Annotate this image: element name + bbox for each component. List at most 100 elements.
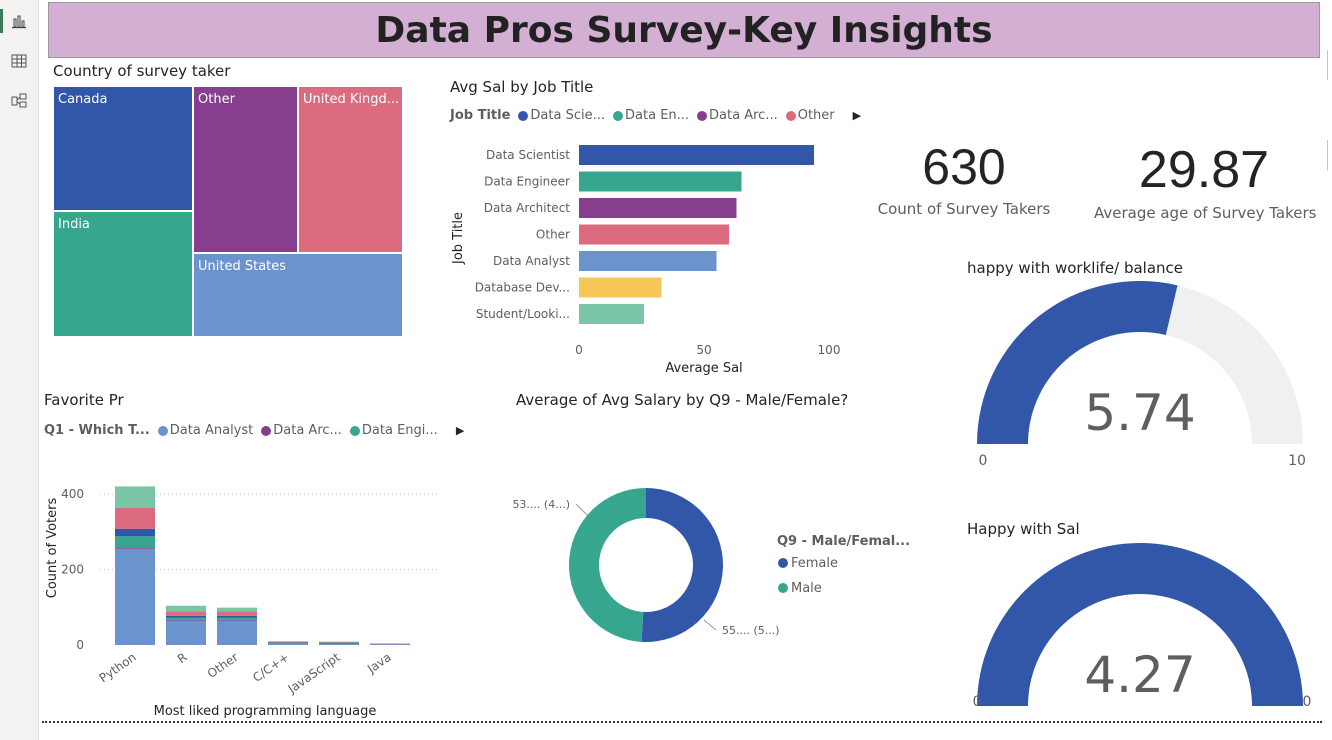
gender-salary-donut-chart[interactable]: 53.... (4...) 55.... (5...) Q9 - Male/Fema… (500, 470, 920, 670)
language-stacked-bar-chart[interactable]: 0 200 400 Python R Other C/C++JavaScript Java Mo… (40, 470, 450, 720)
slice-label: 53.... (4...) (512, 498, 570, 511)
bar-segment[interactable] (370, 643, 410, 645)
donut-chart-title: Average of Avg Salary by Q9 - Male/Femal… (516, 391, 849, 409)
legend-item[interactable]: Data Analyst (157, 423, 254, 438)
language-chart-title: Favorite Pr (44, 391, 124, 409)
bar-segment[interactable] (319, 643, 359, 644)
bar-segment[interactable] (115, 536, 155, 548)
language-chart-legend: Q1 - Which T... Data Analyst Data Arc...… (44, 423, 464, 438)
bar[interactable] (579, 224, 729, 245)
bar-segment[interactable] (268, 641, 308, 643)
legend-label: Female (791, 556, 838, 571)
bar-segment[interactable] (115, 528, 155, 537)
leader-line (575, 503, 589, 517)
bar-segment[interactable] (370, 643, 410, 645)
page-title: Data Pros Survey-Key Insights (48, 2, 1320, 58)
gauge-min-label: 0 (979, 453, 988, 468)
legend-item[interactable]: Data Scie... (518, 108, 605, 123)
category-label: Data Analyst (493, 254, 570, 268)
donut-slice[interactable] (568, 488, 646, 642)
x-axis-title: Most liked programming language (154, 704, 377, 719)
legend-dot (697, 110, 708, 121)
bar-segment[interactable] (319, 641, 359, 643)
job-title-bar-chart[interactable]: Data Scientist Data Engineer Data Architec… (440, 138, 870, 378)
donut-slice[interactable] (641, 488, 723, 642)
legend-label: Data Scie... (530, 108, 606, 123)
bar-segment[interactable] (217, 607, 257, 612)
treemap-title: Country of survey taker (53, 62, 231, 80)
table-view-icon[interactable] (8, 50, 30, 72)
bar-segment[interactable] (268, 643, 308, 645)
legend-item[interactable]: Data En... (613, 108, 689, 123)
legend-dot (785, 110, 796, 121)
bar-segment[interactable] (115, 486, 155, 508)
worklife-gauge-title: happy with worklife/ balance (967, 259, 1183, 277)
legend-label: Data Engi... (361, 423, 438, 438)
job-bar-legend: Job Title Data Scie... Data En... Data A… (450, 108, 861, 123)
bar[interactable] (579, 171, 742, 192)
survey-count-value: 630 (922, 139, 1006, 195)
legend-item[interactable]: Other (785, 108, 835, 123)
gauge-fill[interactable] (977, 542, 1303, 706)
x-tick-label: JavaScript (285, 650, 343, 697)
salary-gauge[interactable]: 4.27 0 0 (960, 540, 1320, 715)
legend-item[interactable]: Data Engi... (349, 423, 438, 438)
x-tick-label: C/C++ (250, 650, 292, 685)
legend-label: Other (797, 108, 835, 123)
y-axis-title: Job Title (451, 212, 466, 265)
bar-segment[interactable] (166, 611, 206, 616)
bar-segment[interactable] (217, 611, 257, 616)
bar[interactable] (579, 304, 644, 324)
average-age-label: Average age of Survey Takers (1094, 204, 1317, 222)
y-axis-title: Count of Voters (45, 498, 60, 599)
bar-segment[interactable] (166, 605, 206, 612)
legend-label: Male (791, 581, 822, 596)
bar-segment[interactable] (166, 617, 206, 620)
gauge-value: 4.27 (1084, 646, 1195, 704)
legend-next-arrow-icon[interactable]: ▶ (852, 109, 862, 122)
legend-label: Data Analyst (169, 423, 254, 438)
active-view-indicator (0, 9, 3, 33)
bar-segment[interactable] (115, 547, 155, 549)
gauge-max-label: 10 (1288, 453, 1306, 468)
bar-segment[interactable] (115, 507, 155, 529)
treemap-tile-canada[interactable]: Canada (53, 86, 193, 211)
bar-segment[interactable] (319, 643, 359, 645)
bar-segment[interactable] (217, 617, 257, 620)
bar[interactable] (579, 251, 717, 271)
legend-dot (261, 425, 272, 436)
model-view-icon[interactable] (8, 90, 30, 112)
y-tick-label: 200 (61, 563, 84, 577)
category-label: Student/Looki... (476, 307, 570, 321)
bar-segment[interactable] (166, 620, 206, 645)
x-tick-label: 0 (575, 343, 583, 357)
bar-segment[interactable] (166, 619, 206, 621)
category-label: Data Architect (484, 201, 571, 215)
bar-segment[interactable] (217, 619, 257, 621)
bar-segment[interactable] (217, 620, 257, 645)
treemap-tile-united-kingdom[interactable]: United Kingd... (298, 86, 403, 253)
legend-title: Q1 - Which T... (44, 423, 150, 438)
report-view-icon[interactable] (8, 10, 30, 32)
slice-label: 55.... (5...) (722, 624, 780, 637)
category-label: Data Scientist (486, 148, 570, 162)
legend-label: Data Arc... (273, 423, 342, 438)
legend-dot (613, 110, 624, 121)
treemap-tile-other[interactable]: Other (193, 86, 298, 253)
bar-segment[interactable] (115, 548, 155, 645)
legend-dot (778, 558, 788, 568)
bar[interactable] (579, 145, 814, 165)
bar-segment[interactable] (217, 615, 257, 618)
gauge-fill[interactable] (977, 281, 1178, 444)
treemap-tile-india[interactable]: India (53, 211, 193, 337)
bar[interactable] (579, 198, 737, 218)
legend-item[interactable]: Data Arc... (261, 423, 342, 438)
legend-item[interactable]: Data Arc... (697, 108, 778, 123)
legend-title: Q9 - Male/Femal... (777, 534, 910, 549)
worklife-gauge[interactable]: 5.74 0 10 (960, 278, 1320, 468)
x-tick-label: R (175, 650, 190, 666)
bar-segment[interactable] (166, 615, 206, 618)
bar[interactable] (579, 277, 662, 298)
legend-next-arrow-icon[interactable]: ▶ (455, 424, 465, 437)
treemap-tile-united-states[interactable]: United States (193, 253, 403, 337)
